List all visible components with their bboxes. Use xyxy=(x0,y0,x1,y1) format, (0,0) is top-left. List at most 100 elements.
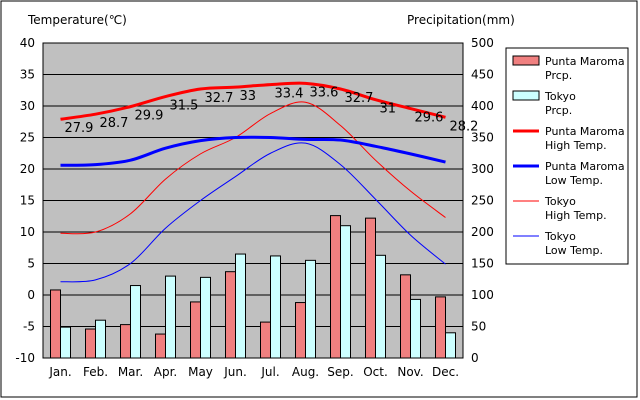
punta-maroma-high-temp-line xyxy=(60,81,446,121)
bar-punta-maroma-prcp xyxy=(330,215,341,359)
bar-tokyo-prcp xyxy=(130,285,141,359)
legend-label: Tokyo xyxy=(544,230,576,243)
left-tick-label: 0 xyxy=(27,288,35,302)
month-label: Jun. xyxy=(223,365,247,379)
bar-tokyo-prcp xyxy=(375,254,386,359)
right-tick-label: 350 xyxy=(471,131,494,145)
legend-label: High Temp. xyxy=(545,139,607,152)
axis-tick-labels: 4035302520151050-5-105004504003503002502… xyxy=(15,36,494,379)
high-temp-data-label: 33 xyxy=(240,89,257,104)
right-tick-label: 250 xyxy=(471,194,494,208)
legend-swatch xyxy=(512,55,540,66)
month-label: Sep. xyxy=(327,365,353,379)
right-tick-label: 0 xyxy=(471,351,479,365)
bar-tokyo-prcp xyxy=(60,326,71,359)
left-tick-label: 5 xyxy=(27,257,35,271)
legend-swatch xyxy=(512,90,540,101)
bar-punta-maroma-prcp xyxy=(435,296,446,359)
left-tick-label: 25 xyxy=(20,131,35,145)
month-label: Apr. xyxy=(154,365,177,379)
high-temp-data-label: 33.6 xyxy=(310,85,339,100)
bar-tokyo-prcp xyxy=(200,276,211,359)
legend-label: High Temp. xyxy=(545,209,607,222)
right-tick-label: 200 xyxy=(471,225,494,239)
right-tick-label: 500 xyxy=(471,36,494,50)
month-label: Jul. xyxy=(260,365,279,379)
high-temp-data-label: 32.7 xyxy=(205,91,234,106)
bar-punta-maroma-prcp xyxy=(50,289,61,359)
legend-label: Punta Maroma xyxy=(545,125,625,138)
left-tick-label: 30 xyxy=(20,99,35,113)
right-tick-label: 400 xyxy=(471,99,494,113)
tokyo-high-temp-line xyxy=(60,101,446,235)
temperature-lines xyxy=(60,81,446,283)
high-temp-data-label: 33.4 xyxy=(275,87,304,102)
left-tick-label: 20 xyxy=(20,162,35,176)
month-label: Oct. xyxy=(363,365,388,379)
bar-punta-maroma-prcp xyxy=(365,217,376,359)
bar-tokyo-prcp xyxy=(235,253,246,359)
high-temp-data-label: 29.9 xyxy=(135,109,164,124)
right-tick-label: 300 xyxy=(471,162,494,176)
month-label: Nov. xyxy=(397,365,423,379)
high-temp-data-label: 29.6 xyxy=(415,111,444,126)
high-temp-data-label: 27.9 xyxy=(65,121,94,136)
right-tick-label: 150 xyxy=(471,257,494,271)
legend-label: Punta Maroma xyxy=(545,55,625,68)
right-tick-label: 450 xyxy=(471,68,494,82)
month-label: May xyxy=(188,365,213,379)
legend-label: Tokyo xyxy=(544,90,576,103)
left-axis-title: Temperature(℃) xyxy=(27,13,127,27)
month-label: Dec. xyxy=(432,365,459,379)
bar-punta-maroma-prcp xyxy=(400,274,411,359)
left-tick-label: 35 xyxy=(20,68,35,82)
month-label: Feb. xyxy=(83,365,108,379)
bar-tokyo-prcp xyxy=(410,298,421,359)
tokyo-low-temp-line xyxy=(60,142,446,283)
bar-punta-maroma-prcp xyxy=(120,324,131,359)
legend-box xyxy=(505,47,629,265)
bar-punta-maroma-prcp xyxy=(190,301,201,359)
bar-punta-maroma-prcp xyxy=(155,333,166,359)
bar-tokyo-prcp xyxy=(270,255,281,359)
bar-punta-maroma-prcp xyxy=(260,321,271,359)
month-label: Jan. xyxy=(48,365,71,379)
left-tick-label: -5 xyxy=(23,320,35,334)
bar-punta-maroma-prcp xyxy=(85,328,96,359)
left-tick-label: 15 xyxy=(20,194,35,208)
high-temp-data-label: 32.7 xyxy=(345,91,374,106)
plot-border xyxy=(42,42,464,359)
high-temp-data-label: 31 xyxy=(380,102,397,117)
left-tick-label: 10 xyxy=(20,225,35,239)
high-temp-data-label: 28.2 xyxy=(450,119,479,134)
legend-label: Prcp. xyxy=(545,104,572,117)
right-tick-label: 100 xyxy=(471,288,494,302)
legend-label: Tokyo xyxy=(544,195,576,208)
month-label: Aug. xyxy=(292,365,319,379)
high-temp-data-label: 28.7 xyxy=(100,116,129,131)
bar-punta-maroma-prcp xyxy=(295,302,306,359)
precipitation-bars xyxy=(50,215,456,359)
legend-label: Low Temp. xyxy=(545,244,603,257)
left-tick-label: -10 xyxy=(15,351,35,365)
bar-tokyo-prcp xyxy=(340,225,351,359)
bar-tokyo-prcp xyxy=(165,275,176,359)
punta-maroma-low-temp-line xyxy=(60,135,446,167)
data-labels: 27.9 28.7 29.9 31.5 32.7 33 33.4 33.6 32.7 31 29.6… xyxy=(65,85,479,136)
legend-label: Prcp. xyxy=(545,69,572,82)
right-axis-title: Precipitation(mm) xyxy=(407,13,515,27)
right-tick-label: 50 xyxy=(471,320,486,334)
legend-label: Punta Maroma xyxy=(545,160,625,173)
left-tick-label: 40 xyxy=(20,36,35,50)
bar-tokyo-prcp xyxy=(95,319,106,359)
high-temp-data-label: 31.5 xyxy=(170,99,199,114)
bar-tokyo-prcp xyxy=(305,259,316,359)
